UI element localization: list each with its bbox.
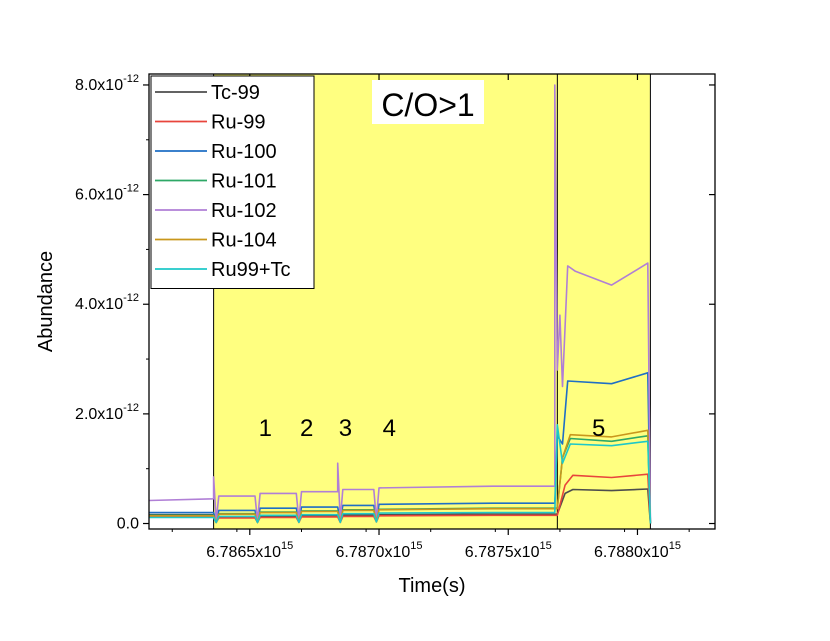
series-line-ru-102 [148, 84, 652, 524]
y-tick-label: 0.0 [117, 516, 139, 533]
plot-frame [148, 73, 716, 530]
x-tick-label: 6.7870x1015 [336, 540, 423, 561]
phase-label: 1 [259, 415, 272, 442]
phase-label: 2 [300, 415, 313, 442]
x-tick-label: 6.7875x1015 [465, 540, 552, 561]
phase-label: 3 [339, 415, 352, 442]
legend-label: Ru-104 [211, 230, 277, 252]
legend-box [150, 75, 315, 289]
legend-label: Ru-101 [211, 171, 277, 193]
y-tick-label: 4.0x10-12 [75, 292, 139, 313]
legend-label: Ru-99 [211, 112, 265, 134]
legend-label: Ru-100 [211, 141, 277, 163]
y-tick-label: 6.0x10-12 [75, 183, 139, 204]
legend-label: Ru99+Tc [211, 259, 291, 281]
x-tick-label: 6.7865x1015 [206, 540, 293, 561]
annotation-text: C/O>1 [381, 87, 474, 123]
y-axis-label: Abundance [35, 251, 57, 352]
series-line-ru99-tc [149, 424, 652, 524]
x-axis-label: Time(s) [398, 575, 465, 597]
annotation-box [372, 80, 484, 124]
y-tick-label: 2.0x10-12 [75, 402, 139, 423]
phase-label: 5 [592, 415, 605, 442]
phase-label: 4 [383, 415, 396, 442]
legend-label: Tc-99 [211, 82, 260, 104]
x-tick-label: 6.7880x1015 [594, 540, 681, 561]
y-tick-label: 8.0x10-12 [75, 73, 139, 94]
legend-label: Ru-102 [211, 200, 277, 222]
